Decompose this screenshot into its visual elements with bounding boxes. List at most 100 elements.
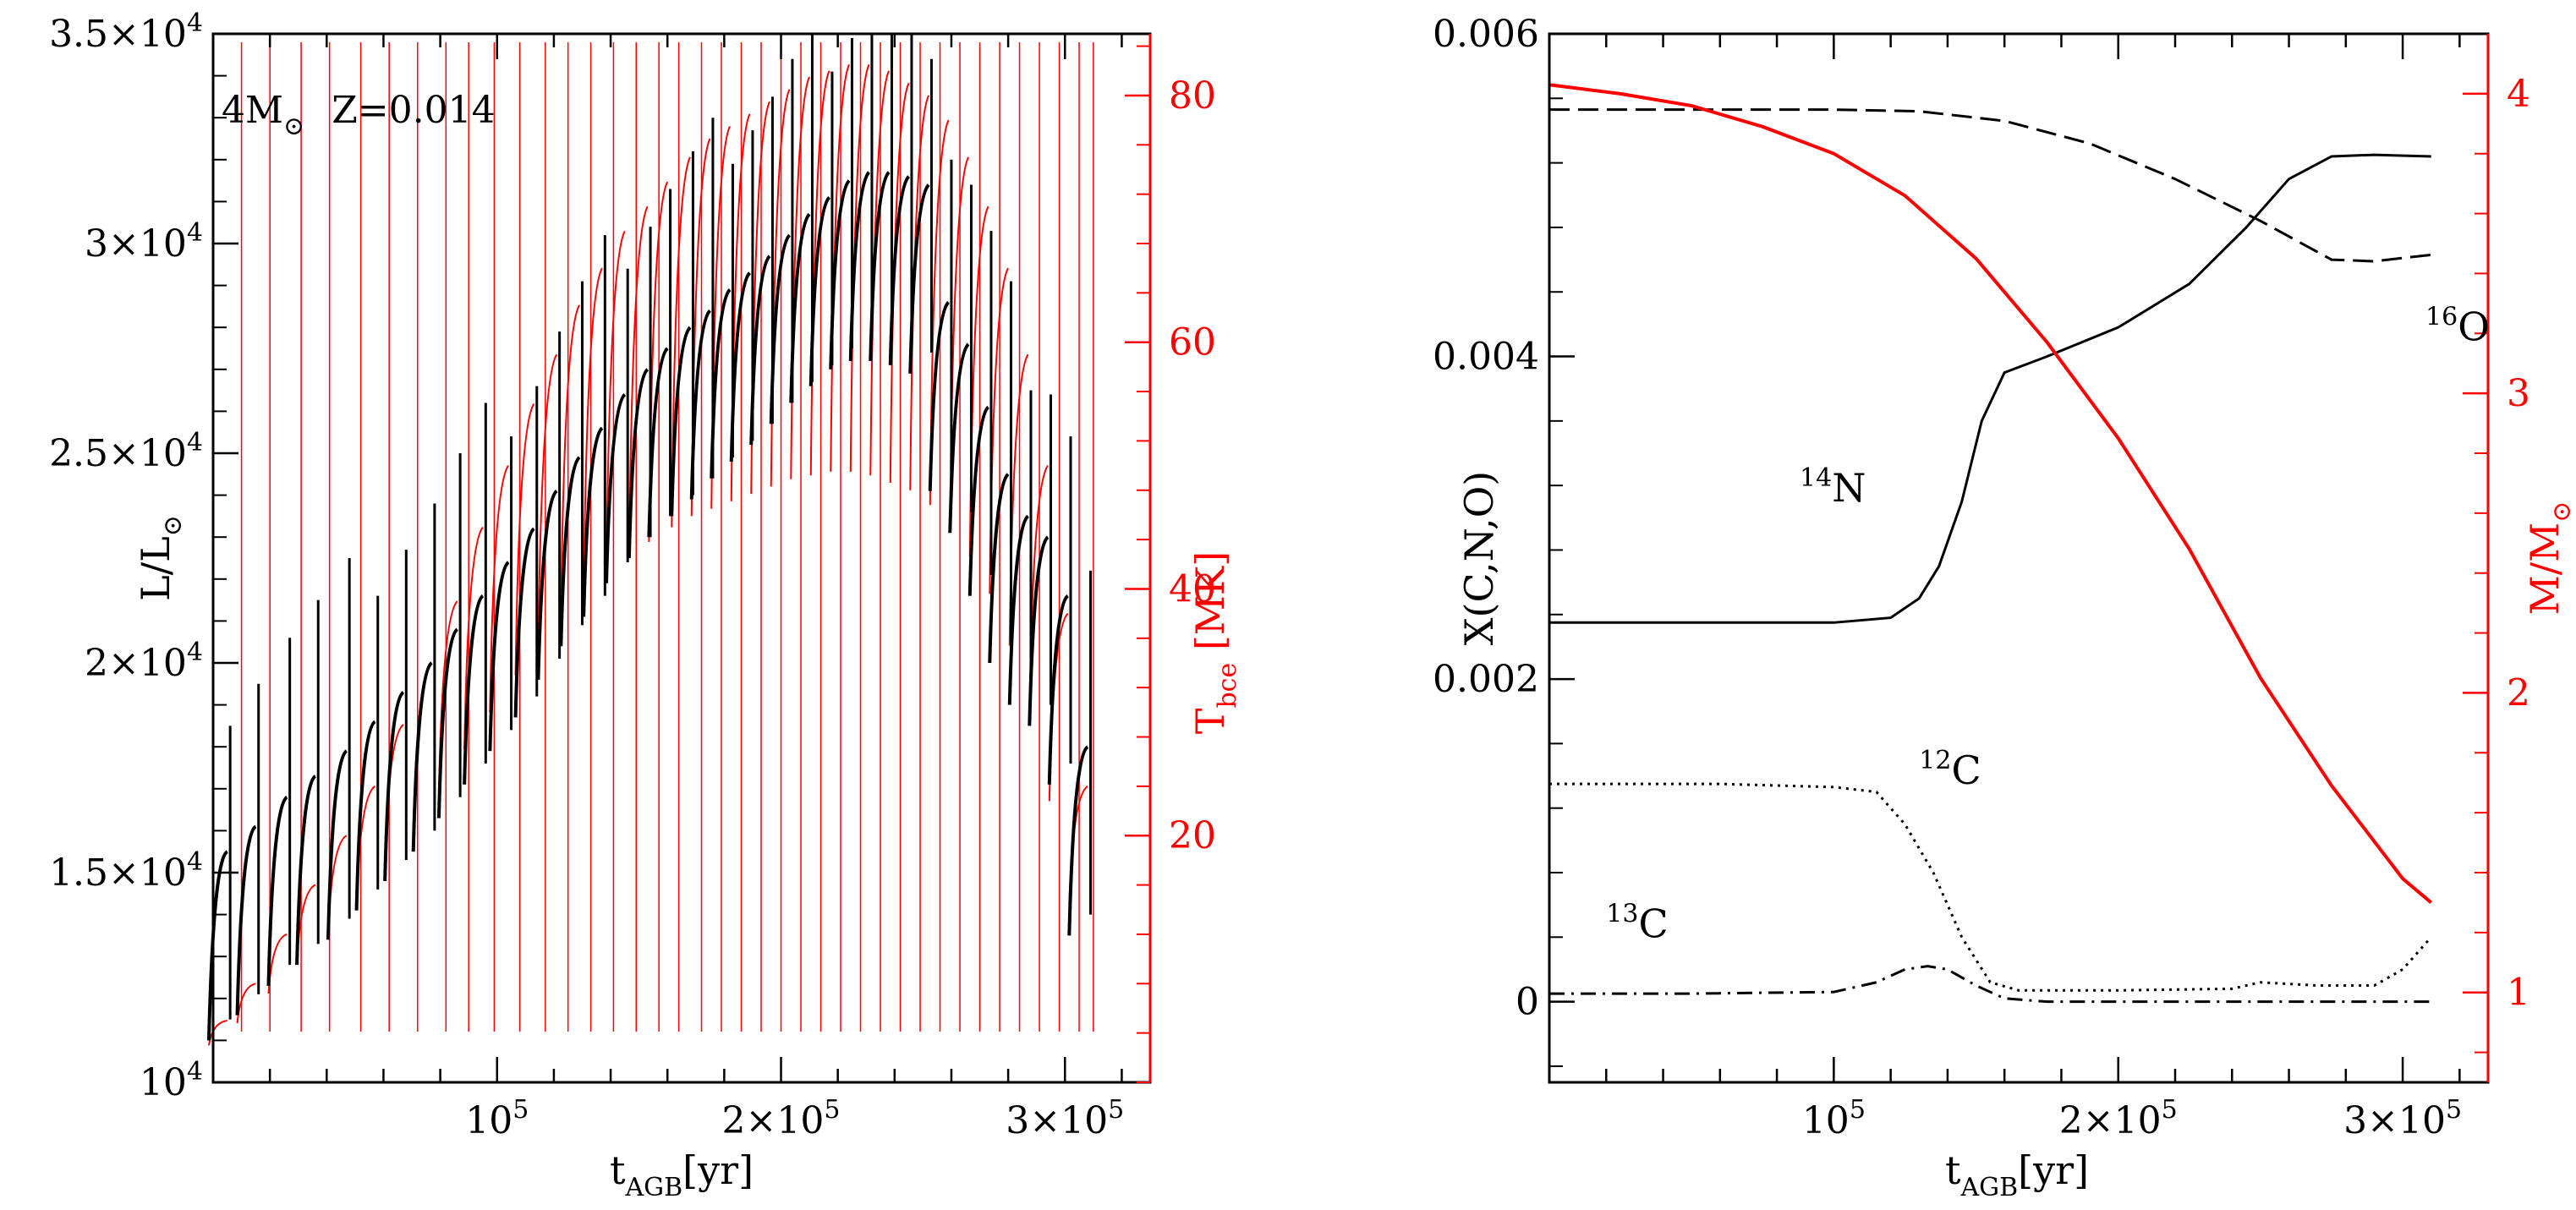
right-right-axis-tick-labels: 1 2 3 4 (2507, 73, 2530, 1015)
right-y-axis-label: X(C,N,O) (1456, 471, 1502, 645)
y2-tick-label: 3 (2507, 372, 2530, 415)
isotope-element: C (1638, 901, 1668, 946)
x-tick-label-exponent: 5 (2162, 1095, 2178, 1125)
x-tick-label-exponent: 5 (1108, 1095, 1124, 1125)
x-tick-label-mantissa: 3× (2343, 1099, 2398, 1142)
y2-tick-label: 2 (2507, 671, 2530, 715)
isotope-label-12c: 12C (1919, 746, 1981, 793)
y-tick-label: 1.5×104 (49, 847, 203, 895)
x-tick-label-base: 10 (1802, 1099, 1850, 1142)
right-y-tick-labels: 0 0.002 0.004 0.006 (1433, 13, 1539, 1024)
sun-icon: ⊙ (158, 515, 188, 536)
y-tick-label: 3×104 (85, 218, 203, 266)
x-tick-label-base: 10 (2114, 1099, 2162, 1142)
y-tick-label-mantissa: 3× (85, 222, 140, 266)
y-tick-label: 3.5×104 (49, 8, 203, 56)
y-tick-label-base: 10 (140, 642, 187, 685)
isotope-element: N (1832, 465, 1866, 511)
y2-tick-label: 20 (1169, 814, 1216, 857)
left-panel: 105 2×105 3×105 1041.5×1042×1042.5×1043×10… (49, 8, 1242, 1202)
right-plot-area (1548, 83, 2433, 1004)
luminosity-series-line (206, 171, 1089, 1041)
y-tick-label: 0.004 (1433, 336, 1539, 379)
series-line-14n (1549, 153, 2431, 624)
isotope-label-16o: 16O (2425, 302, 2490, 349)
x-tick-label-exponent: 5 (824, 1095, 840, 1125)
left-annotation: 4M⊙ Z=0.014 (222, 89, 496, 141)
x-tick-label-exponent: 5 (2446, 1095, 2462, 1125)
y-tick-label: 2.5×104 (49, 428, 203, 475)
y-tick-label: 0 (1515, 981, 1539, 1024)
sun-icon: ⊙ (2547, 501, 2576, 523)
isotope-mass-number: 12 (1919, 746, 1951, 775)
tbce-series-line (207, 64, 1088, 1046)
x-tick-label: 3×105 (1006, 1095, 1124, 1142)
right-x-tick-labels: 105 2×105 3×105 (1802, 1095, 2462, 1142)
isotope-label-14n: 14N (1800, 463, 1866, 511)
x-tick-label-base: 10 (776, 1099, 824, 1142)
isotope-mass-number: 16 (2425, 302, 2458, 331)
left-x-axis-label: tAGB[yr] (610, 1147, 754, 1202)
y-tick-label-exponent: 4 (187, 1057, 203, 1087)
series-line-12c (1549, 782, 2432, 992)
y-tick-label-base: 10 (140, 432, 187, 475)
isotope-element: C (1951, 747, 1981, 793)
series-line-mass (1548, 83, 2433, 904)
y-tick-label: 0.006 (1433, 13, 1539, 56)
y-tick-label-mantissa: 2.5× (49, 432, 140, 475)
x-tick-label: 3×105 (2343, 1095, 2462, 1142)
isotope-element: O (2458, 304, 2490, 349)
annotation-mass-sun-icon: ⊙ (283, 112, 304, 141)
y-tick-label-mantissa: 3.5× (49, 13, 140, 56)
y-tick-label-mantissa: 2× (85, 642, 140, 685)
right-ticks (1549, 32, 2490, 1082)
x-tick-label-exponent: 5 (512, 1095, 529, 1125)
series-line-13c (1549, 965, 2431, 1004)
y-tick-label: 104 (140, 1057, 203, 1104)
y-tick-label-exponent: 4 (187, 638, 203, 667)
x-tick-label-mantissa: 3× (1006, 1099, 1061, 1142)
x-tick-label-mantissa: 2× (2059, 1099, 2114, 1142)
y2-tick-label: 60 (1169, 321, 1216, 364)
right-x-axis-label: tAGB[yr] (1945, 1147, 2089, 1202)
annotation-metallicity: Z=0.014 (332, 89, 495, 132)
y-tick-label-base: 10 (140, 13, 187, 56)
left-plot-area (206, 34, 1094, 1046)
y-tick-label-mantissa: 1.5× (49, 851, 140, 895)
x-tick-label: 2×105 (2059, 1095, 2178, 1142)
isotope-label-13c: 13C (1606, 899, 1668, 946)
y-tick-label-base: 10 (140, 1061, 187, 1104)
y2-tick-label: 1 (2507, 972, 2530, 1015)
x-tick-label-base: 10 (2398, 1099, 2446, 1142)
x-tick-label: 105 (1802, 1095, 1866, 1142)
y-tick-label-base: 10 (140, 851, 187, 895)
right-right-axis-label: M/M⊙ (2522, 501, 2576, 616)
y-tick-label: 2×104 (85, 638, 203, 685)
x-tick-label: 2×105 (722, 1095, 841, 1142)
y2-tick-label: 40 (1169, 567, 1216, 610)
x-tick-label-base: 10 (465, 1099, 512, 1142)
left-right-axis-tick-labels: 20 40 60 80 (1169, 74, 1216, 857)
isotope-mass-number: 14 (1800, 463, 1832, 493)
y-tick-label-exponent: 4 (187, 8, 203, 38)
x-tick-label-base: 10 (1061, 1099, 1108, 1142)
x-tick-label-exponent: 5 (1850, 1095, 1866, 1125)
x-tick-label: 105 (465, 1095, 529, 1142)
y2-tick-label: 80 (1169, 74, 1216, 118)
series-line-16o (1549, 108, 2431, 263)
y-tick-label-exponent: 4 (187, 847, 203, 877)
y-tick-label-base: 10 (140, 222, 187, 266)
y2-tick-label: 4 (2507, 73, 2530, 116)
isotope-mass-number: 13 (1606, 899, 1638, 928)
left-right-axis-label: Tbce [MK] (1187, 551, 1242, 734)
left-y-axis-label: L/L⊙ (133, 515, 188, 601)
y-tick-label: 0.002 (1433, 658, 1539, 701)
x-tick-label-mantissa: 2× (722, 1099, 777, 1142)
y-tick-label-exponent: 4 (187, 428, 203, 457)
left-ticks (213, 32, 1152, 1084)
